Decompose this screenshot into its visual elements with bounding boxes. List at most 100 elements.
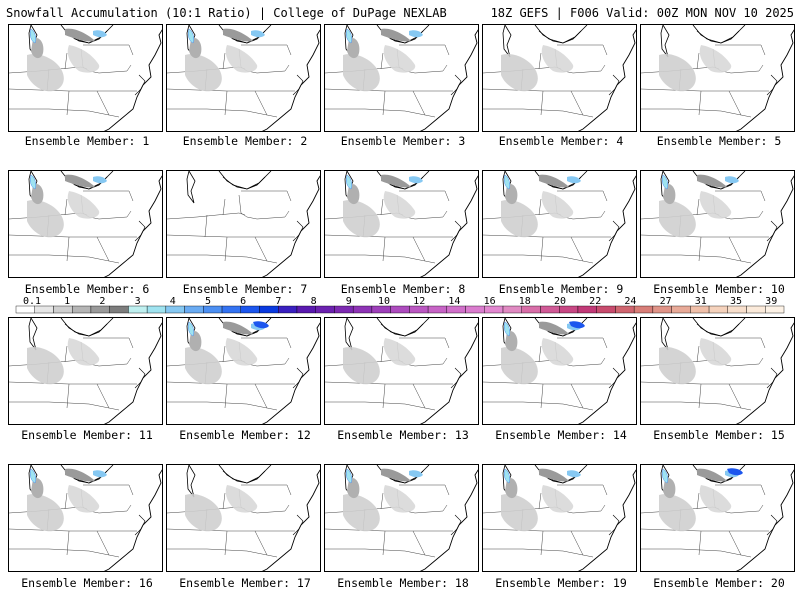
ensemble-map-panel — [8, 24, 163, 132]
ensemble-map-panel — [166, 170, 321, 278]
member-caption: Ensemble Member: 4 — [498, 134, 624, 148]
colorbar-label: 35 — [730, 296, 742, 307]
colorbar-swatch — [259, 305, 279, 314]
member-caption: Ensemble Member: 14 — [495, 428, 627, 442]
map-svg — [9, 171, 162, 277]
colorbar-swatch — [128, 305, 148, 314]
colorbar-swatch — [53, 305, 73, 314]
map-svg — [325, 318, 478, 424]
coastline — [103, 175, 162, 277]
lake-michigan — [502, 25, 512, 58]
coastline — [735, 29, 794, 131]
colorbar-swatch — [708, 305, 729, 314]
member-caption: Ensemble Member: 10 — [653, 282, 785, 296]
colorbar-swatch — [352, 305, 373, 314]
member-caption: Ensemble Member: 18 — [337, 576, 469, 590]
member-caption: Ensemble Member: 5 — [656, 134, 782, 148]
lake-michigan — [186, 465, 196, 498]
colorbar-label: 10 — [378, 296, 390, 307]
ensemble-map-panel — [324, 24, 479, 132]
map-svg — [9, 318, 162, 424]
lake-michigan — [660, 25, 670, 58]
colorbar-label: 22 — [589, 296, 601, 307]
snow-area — [27, 346, 64, 385]
lake-effect-snow — [345, 174, 353, 190]
map-svg — [641, 465, 794, 571]
colorbar-label: 1 — [64, 296, 70, 307]
colorbar-swatch — [34, 305, 54, 314]
ensemble-map-panel — [482, 464, 637, 572]
member-caption: Ensemble Member: 6 — [24, 282, 150, 296]
coastline — [735, 469, 794, 571]
colorbar-swatch — [633, 305, 654, 314]
ensemble-map-panel — [324, 170, 479, 278]
coastline — [419, 322, 478, 424]
lake-effect-snow — [503, 321, 511, 337]
member-caption: Ensemble Member: 19 — [495, 576, 627, 590]
coastline — [103, 469, 162, 571]
lake-effect-snow — [503, 174, 511, 190]
map-svg — [167, 171, 320, 277]
colorbar-swatch — [315, 305, 335, 314]
snow-area — [185, 53, 222, 92]
colorbar-swatch — [521, 305, 541, 314]
lake-michigan — [660, 318, 670, 351]
colorbar-swatch — [146, 305, 167, 314]
lake-effect-snow — [661, 174, 669, 190]
map-svg — [483, 318, 636, 424]
colorbar-swatch — [334, 305, 354, 314]
map-svg — [167, 318, 320, 424]
map-svg — [167, 465, 320, 571]
snow-area — [343, 493, 380, 532]
member-caption: Ensemble Member: 2 — [182, 134, 308, 148]
map-svg — [641, 25, 794, 131]
map-svg — [325, 171, 478, 277]
colorbar-swatch — [240, 305, 260, 314]
member-caption: Ensemble Member: 9 — [498, 282, 624, 296]
lake-effect-snow — [29, 468, 37, 484]
lake-effect-snow — [187, 28, 195, 44]
colorbar-swatch — [559, 305, 579, 314]
colorbar-swatch — [371, 305, 391, 314]
snow-area — [501, 346, 538, 385]
colorbar-label: 20 — [554, 296, 566, 307]
colorbar-swatch — [390, 305, 410, 314]
colorbar-label: 0.1 — [23, 296, 41, 307]
colorbar-swatch — [446, 305, 466, 314]
ensemble-map-panel — [640, 24, 795, 132]
snow-area — [501, 53, 538, 92]
colorbar-swatch — [765, 305, 785, 314]
ensemble-map-panel — [640, 317, 795, 425]
lake-effect-snow — [187, 321, 195, 337]
ensemble-map-panel — [8, 170, 163, 278]
model-run-label: 18Z GEFS | F006 Valid: 00Z MON NOV 10 20… — [490, 6, 794, 20]
snow-area — [27, 199, 64, 238]
snow-area — [343, 346, 380, 385]
member-caption: Ensemble Member: 3 — [340, 134, 466, 148]
colorbar-swatch — [203, 305, 223, 314]
member-caption: Ensemble Member: 1 — [24, 134, 150, 148]
ensemble-map-panel — [166, 317, 321, 425]
colorbar-swatch — [484, 305, 504, 314]
snow-area — [659, 53, 696, 92]
coastline — [419, 469, 478, 571]
colorbar-label: 39 — [765, 296, 777, 307]
lake-effect-snow — [345, 28, 353, 44]
colorbar-swatch — [71, 305, 92, 314]
ensemble-map-panel — [482, 170, 637, 278]
coastline — [261, 322, 320, 424]
colorbar-swatch — [502, 305, 522, 314]
colorbar-label: 5 — [205, 296, 211, 307]
map-svg — [483, 25, 636, 131]
map-svg — [641, 171, 794, 277]
snow-area — [659, 346, 696, 385]
lake-michigan — [28, 318, 38, 351]
colorbar-swatch — [15, 305, 35, 314]
snow-area — [343, 199, 380, 238]
member-caption: Ensemble Member: 8 — [340, 282, 466, 296]
coastline — [577, 29, 636, 131]
colorbar-label: 18 — [519, 296, 531, 307]
colorbar-label: 27 — [660, 296, 672, 307]
ensemble-map-panel — [482, 24, 637, 132]
colorbar-label: 6 — [240, 296, 246, 307]
